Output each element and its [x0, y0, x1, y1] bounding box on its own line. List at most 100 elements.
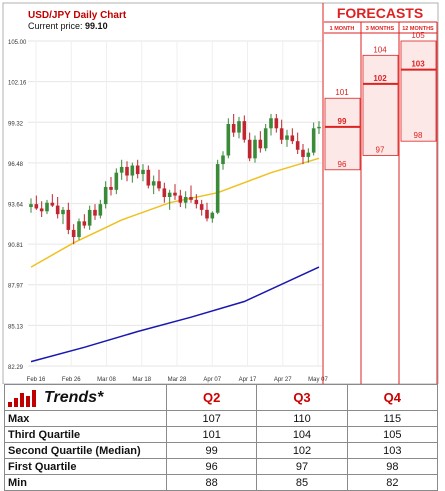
- x-tick-label: May 07: [308, 377, 328, 383]
- cell-value: 107: [165, 410, 258, 427]
- candle: [274, 118, 279, 129]
- current-price-label: Current price:: [28, 21, 83, 31]
- cell-value: 115: [346, 410, 439, 427]
- candle: [205, 209, 209, 219]
- candle: [226, 124, 231, 156]
- forecast-title: FORECASTS: [337, 5, 423, 21]
- chart-title: USD/JPY Daily Chart: [28, 10, 127, 21]
- y-tick-label: 82.29: [8, 365, 24, 371]
- candle: [29, 204, 33, 208]
- candle: [189, 196, 193, 200]
- candle: [210, 212, 215, 219]
- cell-value: 101: [165, 426, 258, 443]
- candle: [45, 202, 49, 212]
- header-q4: Q4: [346, 384, 439, 411]
- trends-table: Trends* Q2 Q3 Q4 Max 107 110 115 Third Q…: [4, 384, 439, 491]
- forecast-low-label: 96: [338, 160, 347, 169]
- candle: [301, 149, 305, 157]
- candle: [183, 196, 188, 203]
- y-tick-label: 96.48: [8, 162, 24, 168]
- candle: [194, 199, 199, 205]
- candle: [285, 135, 289, 140]
- table-row: First Quartile 96 97 98: [4, 458, 439, 475]
- candle: [263, 128, 268, 149]
- candle: [141, 169, 145, 175]
- candle: [162, 188, 167, 197]
- row-label: Third Quartile: [4, 426, 167, 443]
- candle: [253, 139, 257, 159]
- table-row: Second Quartile (Median) 99 102 103: [4, 442, 439, 459]
- forecast-range-box: [400, 40, 437, 142]
- candle: [247, 139, 252, 159]
- candle: [167, 192, 172, 197]
- cell-value: 97: [256, 458, 348, 475]
- candle: [135, 165, 140, 175]
- forecast-range-box: [324, 97, 361, 171]
- x-tick-label: Feb 16: [27, 377, 46, 383]
- trends-header-row: Trends* Q2 Q3 Q4: [4, 384, 439, 411]
- forecast-median-label: 103: [411, 60, 425, 69]
- candle: [125, 166, 129, 176]
- bar-chart-icon: [8, 389, 36, 407]
- forecast-high-label: 101: [335, 88, 349, 97]
- cell-value: 85: [256, 474, 348, 491]
- candle: [50, 202, 55, 206]
- cell-value: 103: [346, 442, 439, 459]
- header-q3: Q3: [256, 384, 348, 411]
- candle: [98, 204, 103, 216]
- current-price-value: 99.10: [85, 21, 108, 31]
- candle: [55, 205, 60, 215]
- x-axis-ticks: Feb 16 Feb 26 Mar 08 Mar 18 Mar 28 Apr 07 Apr …: [27, 377, 329, 383]
- candle: [61, 209, 65, 215]
- candle: [77, 221, 81, 238]
- moving-average-line: [30, 266, 320, 363]
- x-tick-label: Apr 17: [239, 377, 257, 383]
- current-price-line: Current price: 99.10: [28, 21, 108, 31]
- candle: [157, 181, 161, 189]
- cell-value: 110: [256, 410, 348, 427]
- candle: [71, 229, 76, 238]
- y-tick-label: 90.81: [8, 243, 24, 249]
- candle: [130, 165, 135, 176]
- candle: [66, 209, 71, 230]
- y-tick-label: 85.13: [8, 324, 24, 330]
- candle: [290, 135, 295, 142]
- header-q2: Q2: [165, 384, 258, 411]
- candle: [215, 164, 220, 213]
- cell-value: 82: [346, 474, 439, 491]
- x-tick-label: Mar 18: [132, 377, 151, 383]
- y-tick-label: 87.97: [8, 284, 24, 290]
- x-tick-label: Apr 27: [274, 377, 292, 383]
- x-tick-label: Apr 07: [203, 377, 221, 383]
- cell-value: 105: [346, 426, 439, 443]
- candle: [269, 118, 273, 129]
- cell-value: 96: [165, 458, 258, 475]
- trends-title-cell: Trends*: [4, 384, 167, 411]
- candle: [146, 169, 151, 186]
- candle: [87, 209, 92, 226]
- forecast-low-label: 97: [376, 145, 385, 154]
- usdjpy-chart: 105.00 102.16 99.32 96.48 93.64 90.81 87.97 85.…: [2, 2, 439, 384]
- candle: [306, 152, 311, 157]
- y-tick-label: 99.32: [8, 121, 24, 127]
- row-label: Max: [4, 410, 167, 427]
- table-row: Min 88 85 82: [4, 474, 439, 491]
- candle: [199, 204, 204, 210]
- forecast-low-label: 98: [414, 131, 423, 140]
- candle: [82, 221, 87, 226]
- row-label: Min: [4, 474, 167, 491]
- candle: [317, 126, 321, 129]
- row-label: Second Quartile (Median): [4, 442, 167, 459]
- candle: [109, 186, 113, 190]
- forecast-high-label: 104: [373, 45, 387, 54]
- cell-value: 99: [165, 442, 258, 459]
- candle: [178, 195, 183, 203]
- forecast-col-header: 3 MONTHS: [366, 26, 395, 32]
- candle: [119, 166, 124, 173]
- candle: [311, 128, 316, 153]
- x-tick-label: Mar 28: [168, 377, 187, 383]
- candle: [237, 121, 241, 133]
- candle: [114, 172, 119, 190]
- x-tick-label: Mar 08: [97, 377, 116, 383]
- y-tick-label: 102.16: [8, 81, 27, 87]
